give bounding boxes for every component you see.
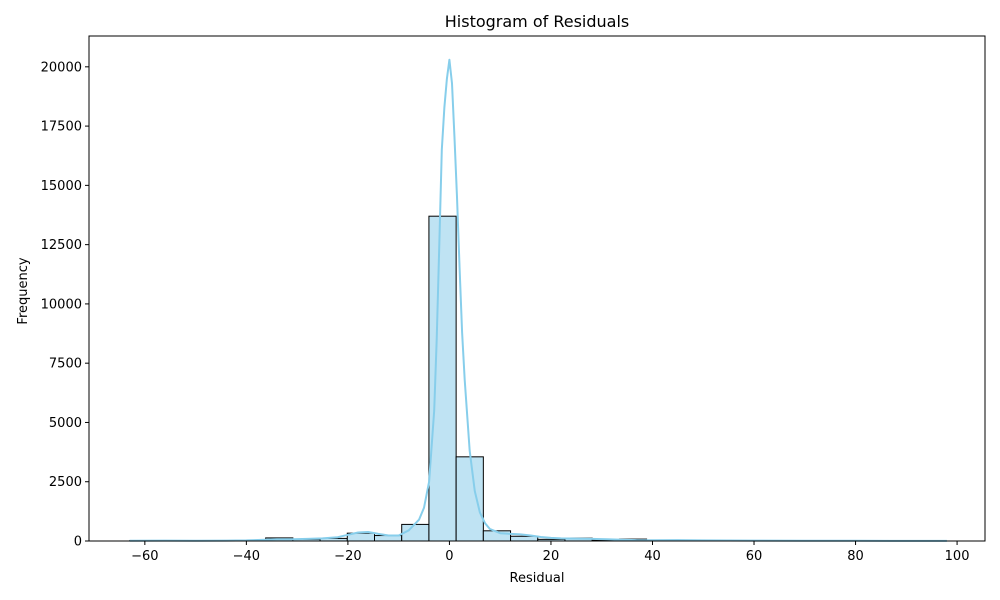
x-tick-label: 0 (445, 549, 453, 564)
histogram-bar (455, 456, 484, 542)
x-tick-label: −60 (131, 549, 158, 564)
plot-frame (88, 35, 986, 542)
x-tick-label: 100 (945, 549, 970, 564)
y-tick-label: 2500 (49, 475, 82, 490)
y-axis-ticks: 0 2500 5000 7500 10000 12500 15000 17500 20000 (41, 60, 89, 550)
y-tick-label: 10000 (41, 297, 82, 312)
x-axis-ticks: −60 −40 −20 0 20 40 60 80 100 (131, 541, 969, 564)
y-tick-label: 7500 (49, 357, 82, 372)
x-tick-label: 80 (847, 549, 864, 564)
y-axis-label: Frequency (16, 257, 31, 324)
x-tick-label: −40 (233, 549, 260, 564)
kde-group (129, 58, 947, 542)
y-tick-label: 0 (74, 535, 82, 550)
kde-line (129, 58, 947, 542)
chart-title: Histogram of Residuals (445, 12, 630, 31)
histogram-bar (428, 215, 457, 542)
x-tick-label: 60 (746, 549, 763, 564)
x-axis-label: Residual (510, 571, 565, 586)
x-tick-label: 20 (543, 549, 560, 564)
y-tick-label: 5000 (49, 416, 82, 431)
x-tick-label: −20 (334, 549, 361, 564)
histogram-bar (510, 535, 539, 542)
x-tick-label: 40 (644, 549, 661, 564)
y-tick-label: 20000 (41, 60, 82, 75)
y-tick-label: 17500 (41, 120, 82, 135)
y-tick-label: 12500 (41, 238, 82, 253)
y-tick-label: 15000 (41, 179, 82, 194)
bars-group (129, 215, 947, 542)
